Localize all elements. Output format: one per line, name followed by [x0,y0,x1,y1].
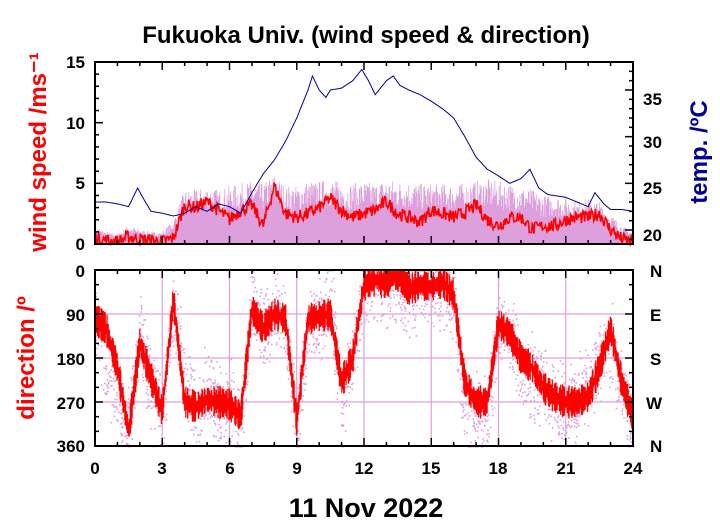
hour-tick-3: 3 [157,459,166,478]
compass-north-top: N [650,262,662,281]
direction-tick-0: 0 [76,262,85,281]
temperature-axis-label: temp. /ºC [686,100,713,203]
hour-tick-24: 24 [624,459,643,478]
temp-tick-35: 35 [643,90,662,109]
compass-north-bottom: N [650,437,662,456]
speed-tick-10: 10 [66,114,85,133]
speed-tick-15: 15 [66,53,85,72]
direction-axis-label: direction /º [13,296,40,420]
direction-tick-90: 90 [66,306,85,325]
hour-tick-0: 0 [90,459,99,478]
direction-tick-360: 360 [57,437,85,456]
mean-wind-series [94,182,634,248]
temp-tick-25: 25 [643,179,662,198]
wind-speed-marks [94,68,634,248]
hour-tick-6: 6 [225,459,234,478]
temp-tick-30: 30 [643,133,662,152]
temp-tick-20: 20 [643,226,662,245]
direction-tick-270: 270 [57,394,85,413]
bottom-axis-ticks [94,269,634,447]
speed-tick-5: 5 [76,174,85,193]
hour-tick-18: 18 [489,459,508,478]
compass-south: S [650,350,661,369]
speed-tick-0: 0 [76,235,85,254]
top-axis-ticks [94,61,634,245]
direction-marks [94,270,635,448]
chart-title: Fukuoka Univ. (wind speed & direction) [142,22,590,49]
compass-west: W [646,394,663,413]
hour-tick-15: 15 [422,459,441,478]
wind-speed-panel: 0 5 10 15 20 25 30 35 wind speed /ms⁻¹ t… [25,52,713,254]
temperature-series [95,68,634,217]
wind-speed-axis-label: wind speed /ms⁻¹ [25,52,52,252]
date-label: 11 Nov 2022 [289,493,444,523]
compass-east: E [650,306,661,325]
hour-tick-12: 12 [355,459,374,478]
direction-tick-180: 180 [57,350,85,369]
hour-tick-21: 21 [557,459,576,478]
direction-panel: 0 90 180 270 360 N E S W N 0 3 6 9 12 15… [13,262,663,523]
hour-tick-9: 9 [292,459,301,478]
